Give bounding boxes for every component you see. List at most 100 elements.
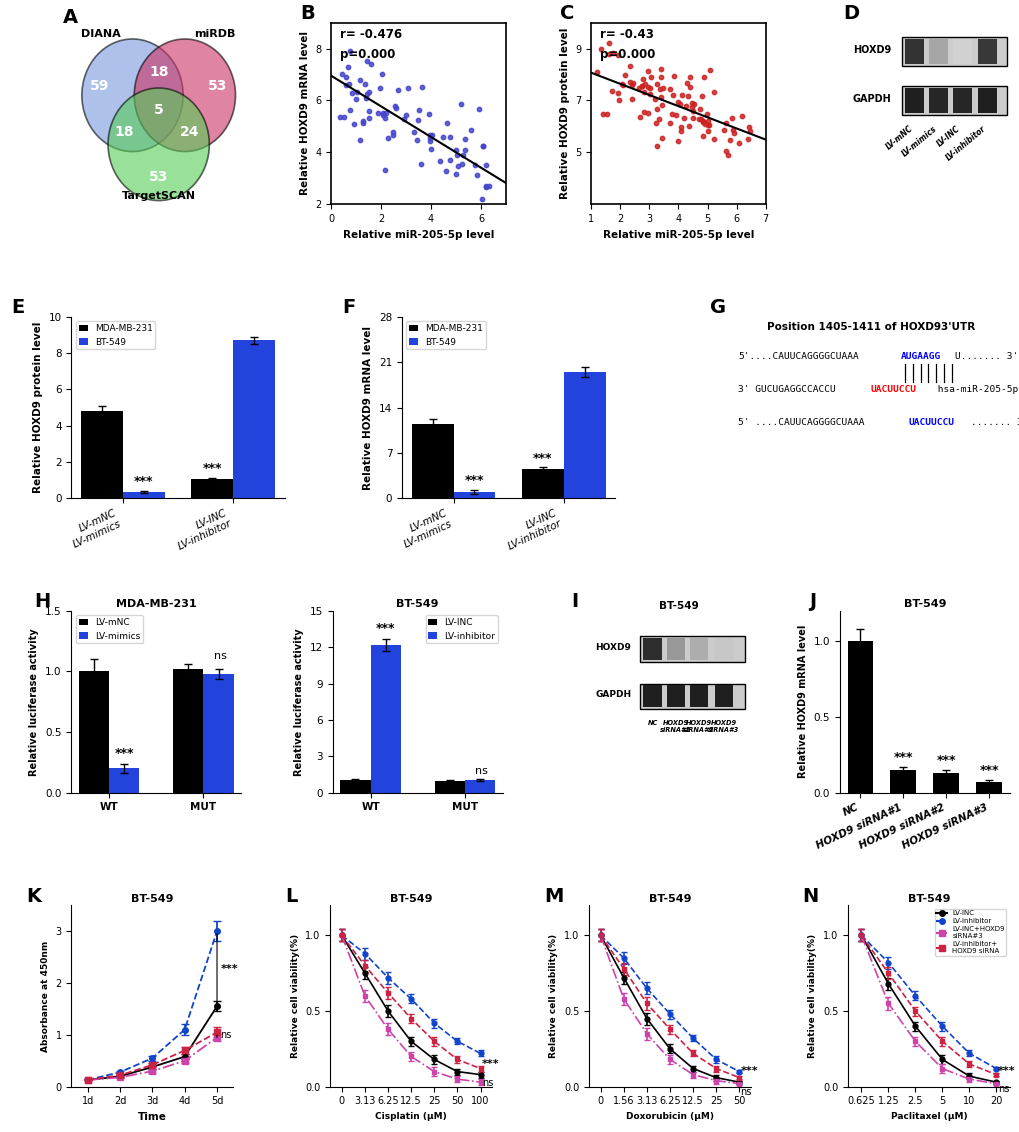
Legend: MDA-MB-231, BT-549: MDA-MB-231, BT-549 bbox=[407, 321, 485, 350]
Point bbox=[454, 146, 471, 164]
Point bbox=[592, 40, 608, 58]
Text: ns: ns bbox=[481, 1078, 492, 1088]
Point bbox=[335, 108, 352, 126]
Point bbox=[682, 78, 698, 96]
Point bbox=[673, 118, 689, 136]
Point bbox=[701, 61, 717, 79]
Y-axis label: Relative cell viability(%): Relative cell viability(%) bbox=[549, 934, 558, 1058]
Y-axis label: Relative cell viability(%): Relative cell viability(%) bbox=[290, 934, 300, 1058]
Text: ***: *** bbox=[533, 452, 552, 464]
Text: LV-mNC: LV-mNC bbox=[883, 125, 914, 152]
Point bbox=[373, 65, 389, 83]
Text: G: G bbox=[709, 298, 726, 317]
Point bbox=[339, 58, 356, 76]
Text: 24: 24 bbox=[180, 125, 200, 138]
Point bbox=[414, 78, 430, 96]
Point bbox=[717, 142, 734, 160]
Bar bbox=[370, 645, 400, 792]
Point bbox=[653, 129, 669, 147]
FancyBboxPatch shape bbox=[640, 684, 745, 709]
FancyBboxPatch shape bbox=[689, 638, 707, 660]
Point bbox=[598, 105, 614, 123]
Point bbox=[698, 105, 714, 123]
Point bbox=[693, 87, 709, 105]
Bar bbox=[890, 770, 915, 792]
Text: L: L bbox=[284, 886, 298, 906]
Text: HOXD9
siRNA#3: HOXD9 siRNA#3 bbox=[707, 720, 739, 732]
Point bbox=[647, 114, 663, 132]
Bar bbox=[79, 671, 109, 792]
Point bbox=[343, 84, 360, 102]
Point bbox=[642, 68, 658, 86]
Point bbox=[423, 127, 439, 145]
Text: A: A bbox=[62, 8, 77, 27]
Text: LV-mimics: LV-mimics bbox=[899, 125, 937, 158]
Text: D: D bbox=[843, 5, 858, 23]
Point bbox=[661, 79, 678, 97]
Bar bbox=[453, 492, 495, 498]
Y-axis label: Relative cell viability(%): Relative cell viability(%) bbox=[808, 934, 816, 1058]
Point bbox=[680, 117, 696, 135]
FancyBboxPatch shape bbox=[640, 636, 745, 662]
Point bbox=[384, 126, 400, 144]
Point bbox=[478, 156, 494, 174]
Y-axis label: Relative HOXD9 mRNA level: Relative HOXD9 mRNA level bbox=[363, 326, 373, 490]
Legend: MDA-MB-231, BT-549: MDA-MB-231, BT-549 bbox=[75, 321, 155, 350]
Point bbox=[652, 68, 668, 86]
Bar bbox=[465, 780, 494, 792]
Y-axis label: Absorbance at 450nm: Absorbance at 450nm bbox=[41, 941, 50, 1052]
Point bbox=[682, 68, 698, 86]
Point bbox=[453, 154, 470, 172]
Point bbox=[635, 103, 651, 121]
Text: 5: 5 bbox=[154, 103, 163, 117]
Point bbox=[722, 109, 739, 127]
Point bbox=[441, 151, 458, 169]
Point bbox=[715, 121, 732, 139]
Point bbox=[337, 68, 354, 86]
Point bbox=[694, 113, 710, 131]
Point bbox=[725, 121, 741, 139]
Point bbox=[457, 130, 473, 148]
Text: hsa-miR-205-5p: hsa-miR-205-5p bbox=[931, 385, 1017, 394]
Text: ***: *** bbox=[935, 754, 955, 766]
Point bbox=[348, 83, 365, 101]
Y-axis label: Relative luciferase activity: Relative luciferase activity bbox=[30, 628, 40, 775]
Text: J: J bbox=[808, 592, 815, 611]
X-axis label: Paclitaxel (μM): Paclitaxel (μM) bbox=[890, 1112, 966, 1121]
Point bbox=[633, 77, 649, 95]
Title: BT-549: BT-549 bbox=[648, 894, 691, 904]
Point bbox=[684, 102, 700, 120]
Text: N: N bbox=[802, 886, 818, 906]
Point bbox=[421, 126, 437, 144]
Bar bbox=[203, 674, 233, 792]
Text: U....... 3'-UTR-WT: U....... 3'-UTR-WT bbox=[955, 352, 1019, 361]
FancyBboxPatch shape bbox=[901, 37, 1006, 66]
Y-axis label: Relative luciferase activity: Relative luciferase activity bbox=[293, 628, 304, 775]
Point bbox=[462, 120, 478, 138]
Point bbox=[457, 140, 473, 158]
Ellipse shape bbox=[135, 38, 235, 152]
Point bbox=[651, 79, 667, 97]
FancyBboxPatch shape bbox=[928, 38, 947, 65]
Text: ***: *** bbox=[978, 764, 998, 778]
Point bbox=[447, 165, 464, 183]
Text: ns: ns bbox=[740, 1087, 751, 1097]
Point bbox=[399, 79, 416, 97]
Title: MDA-MB-231: MDA-MB-231 bbox=[116, 599, 197, 609]
X-axis label: Doxorubicin (μM): Doxorubicin (μM) bbox=[626, 1112, 713, 1121]
Point bbox=[673, 86, 689, 104]
Point bbox=[721, 131, 738, 149]
Point bbox=[652, 88, 668, 106]
Point bbox=[377, 109, 393, 127]
Point bbox=[478, 177, 494, 195]
Point bbox=[438, 114, 454, 132]
Point bbox=[337, 76, 354, 94]
Point bbox=[734, 106, 750, 125]
Point bbox=[431, 152, 447, 170]
Point bbox=[438, 162, 454, 180]
Point bbox=[360, 83, 376, 101]
Point bbox=[361, 109, 377, 127]
Point bbox=[609, 84, 626, 102]
Point bbox=[717, 114, 734, 132]
Text: ***: *** bbox=[893, 751, 912, 764]
